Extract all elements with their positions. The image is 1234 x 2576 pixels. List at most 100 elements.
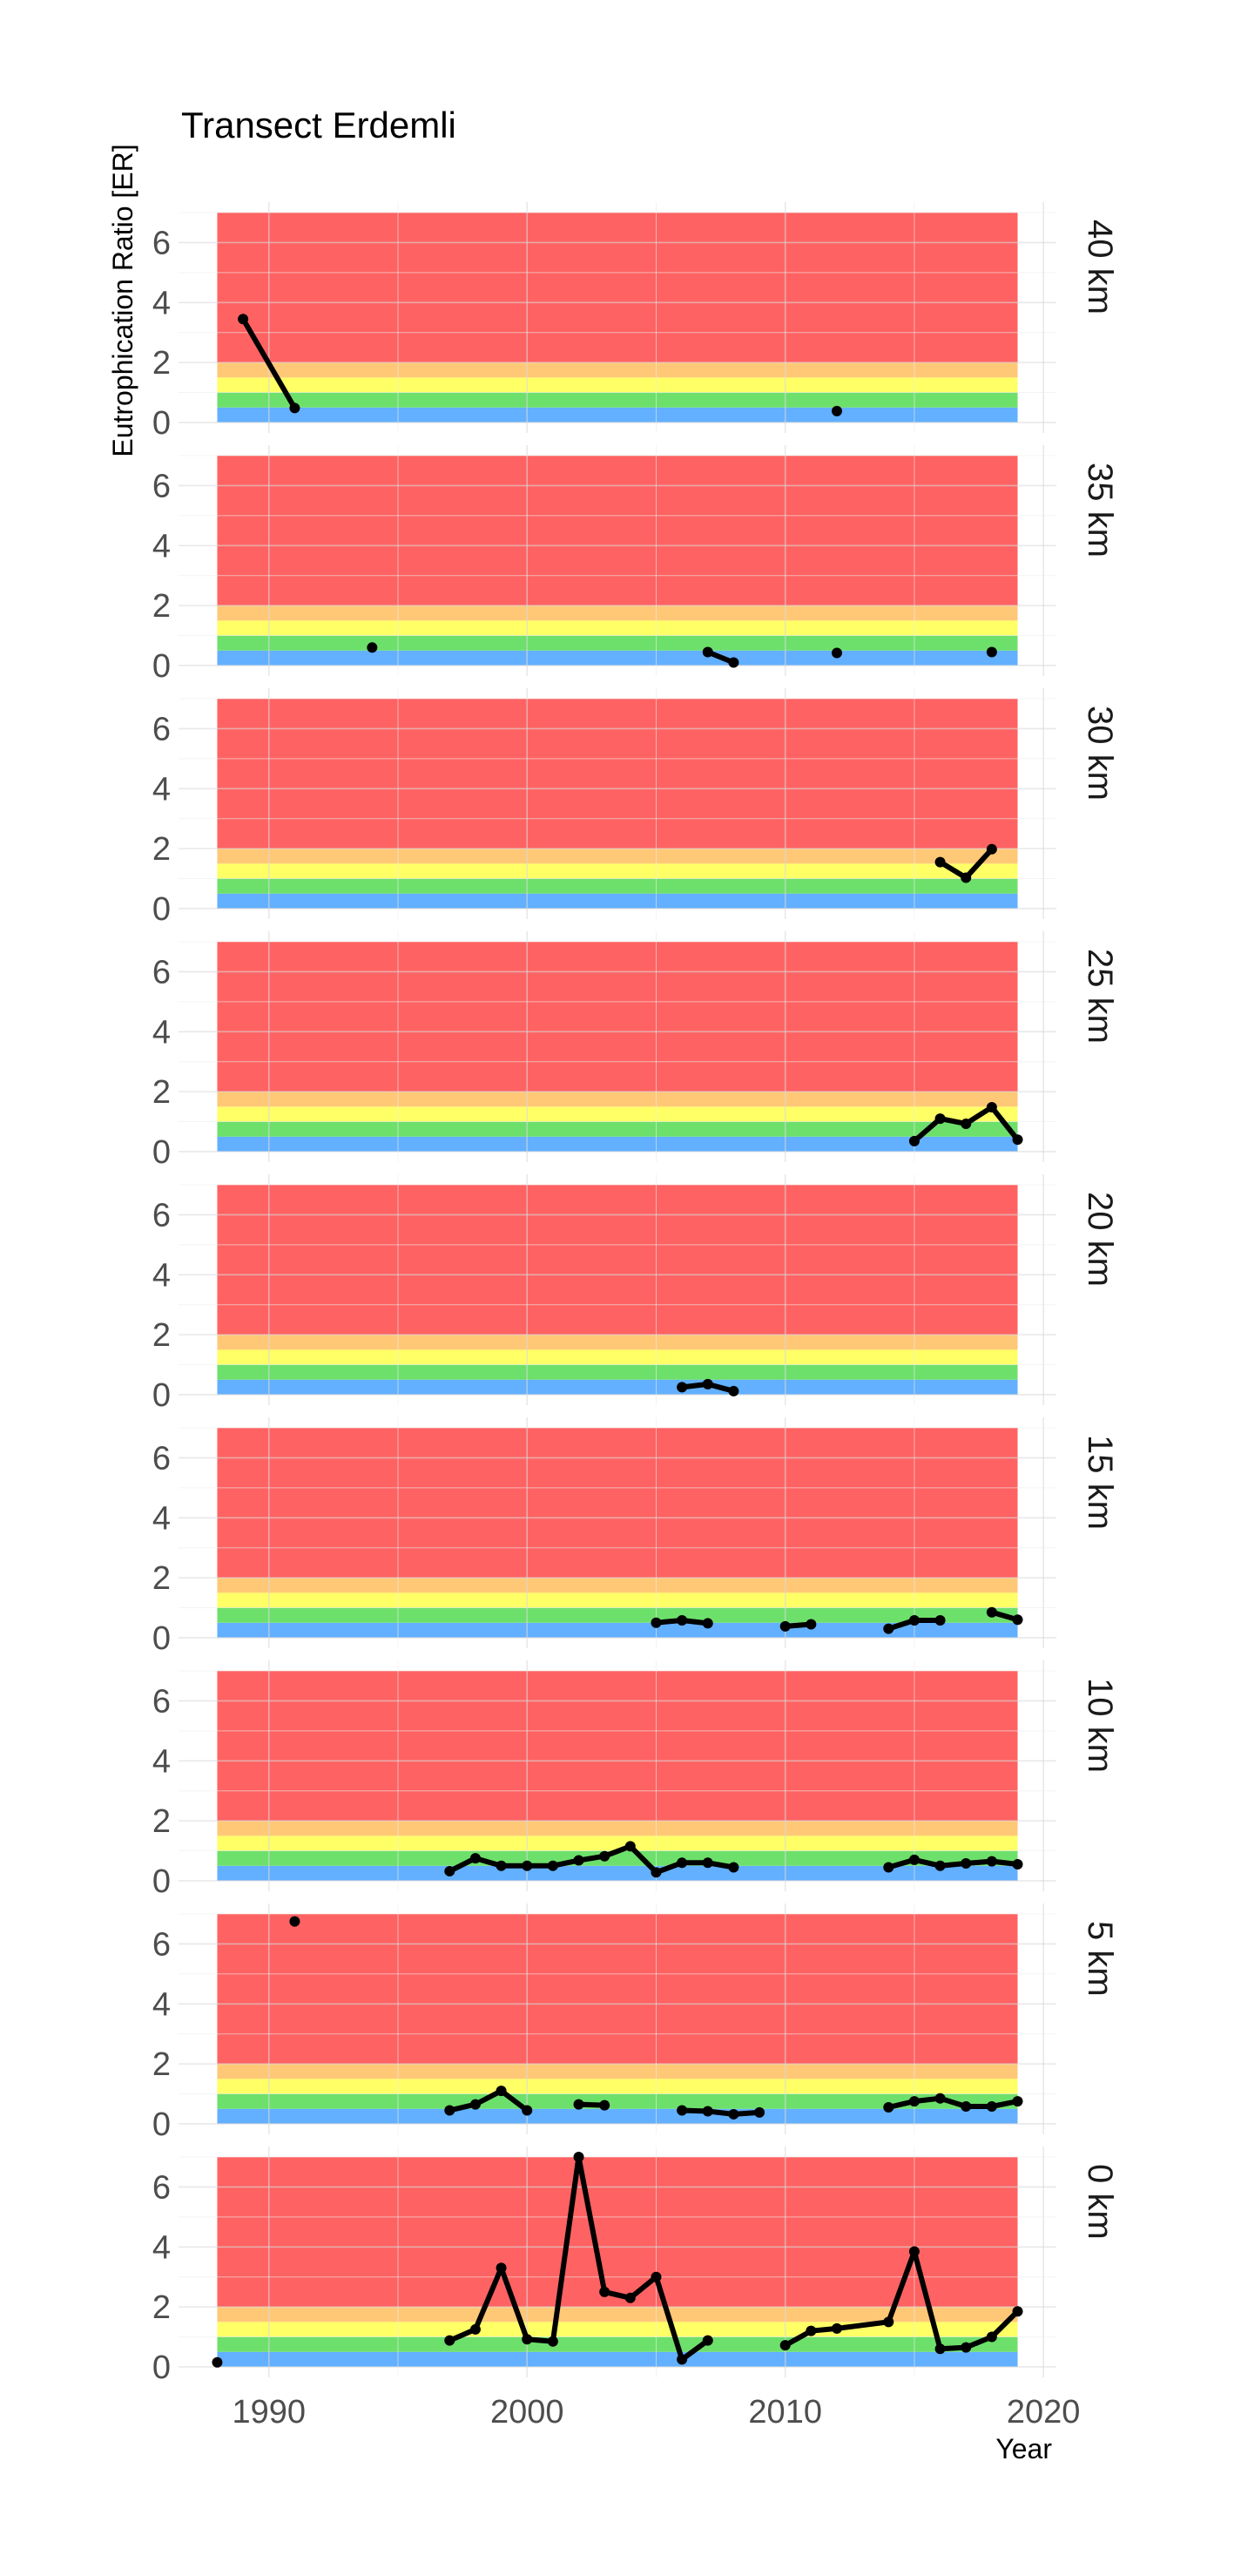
band-moderate xyxy=(217,377,1018,393)
band-poor xyxy=(217,1335,1018,1350)
chart-title: Transect Erdemli xyxy=(181,105,456,145)
grid xyxy=(179,1174,1056,1405)
band-moderate xyxy=(217,1106,1018,1122)
data-point xyxy=(961,1857,972,1869)
y-tick-label: 6 xyxy=(152,1197,171,1234)
y-tick-label: 4 xyxy=(152,1257,171,1294)
y-tick-label: 6 xyxy=(152,468,171,504)
y-tick-label: 6 xyxy=(152,954,171,991)
facet-label-0-km: 0 km xyxy=(1081,2164,1119,2240)
x-tick-label: 1990 xyxy=(232,2394,306,2431)
data-point xyxy=(444,2105,455,2116)
band-poor xyxy=(217,605,1018,621)
facet-label-15-km: 15 km xyxy=(1081,1435,1119,1530)
data-point xyxy=(573,1855,584,1866)
facet-label-40-km: 40 km xyxy=(1081,220,1119,314)
data-point xyxy=(806,2325,817,2336)
panel-35-km: 0 2 4 6 35 km xyxy=(152,445,1119,685)
data-point xyxy=(908,1135,920,1146)
series-line xyxy=(447,2088,530,2113)
y-tick-label: 0 xyxy=(152,1620,171,1657)
grid xyxy=(179,931,1056,1162)
y-tick-label: 2 xyxy=(152,1317,171,1354)
y-tick-label: 0 xyxy=(152,405,171,442)
y-tick-label: 2 xyxy=(152,588,171,625)
band-good xyxy=(217,2093,1018,2109)
data-point xyxy=(289,402,300,414)
data-point xyxy=(522,2105,533,2116)
data-point xyxy=(496,2262,507,2274)
data-point xyxy=(779,1620,791,1632)
grid xyxy=(179,1903,1056,2134)
band-bad xyxy=(217,1671,1018,1822)
data-point xyxy=(547,2336,558,2347)
data-point xyxy=(934,1113,946,1125)
data-point xyxy=(961,1118,972,1129)
data-point xyxy=(702,1618,713,1629)
data-point xyxy=(238,314,249,325)
y-tick-label: 4 xyxy=(152,285,171,321)
data-point xyxy=(677,1614,688,1626)
data-point xyxy=(908,2096,920,2107)
band-poor xyxy=(217,849,1018,864)
data-point xyxy=(677,1857,688,1869)
data-point xyxy=(986,1856,997,1867)
data-point xyxy=(986,646,997,658)
data-point xyxy=(547,1860,558,1871)
facet-label-25-km: 25 km xyxy=(1081,949,1119,1044)
band-bad xyxy=(217,942,1018,1092)
data-point xyxy=(986,1606,997,1618)
y-tick-label: 6 xyxy=(152,1926,171,1963)
band-good xyxy=(217,1121,1018,1137)
data-point xyxy=(728,1385,739,1396)
data-point xyxy=(599,2286,610,2297)
band-high xyxy=(217,1865,1018,1881)
band-poor xyxy=(217,1092,1018,1107)
panel-10-km: 0 2 4 6 10 km xyxy=(152,1660,1119,1900)
data-point xyxy=(961,2342,972,2353)
panel-25-km: 0 2 4 6 25 km xyxy=(152,931,1119,1171)
data-point xyxy=(728,2108,739,2120)
grid xyxy=(179,1417,1056,1648)
data-point xyxy=(624,2292,636,2303)
series-line xyxy=(679,2107,763,2117)
y-tick-label: 2 xyxy=(152,1074,171,1111)
data-point xyxy=(599,1850,610,1862)
band-bad xyxy=(217,213,1018,363)
band-bad xyxy=(217,1914,1018,2065)
y-tick-label: 0 xyxy=(152,2106,171,2143)
x-tick-label: 2020 xyxy=(1007,2394,1081,2431)
data-point xyxy=(677,2105,688,2116)
data-point xyxy=(832,647,842,659)
y-tick-label: 2 xyxy=(152,831,171,868)
facet-label-20-km: 20 km xyxy=(1081,1192,1119,1287)
y-tick-label: 4 xyxy=(152,1743,171,1780)
data-point xyxy=(677,1382,688,1393)
data-point xyxy=(934,2343,946,2355)
band-bad xyxy=(217,2157,1018,2308)
data-point xyxy=(573,2152,584,2163)
band-poor xyxy=(217,1821,1018,1836)
data-point xyxy=(1012,1134,1023,1146)
data-point xyxy=(702,2106,713,2117)
band-moderate xyxy=(217,1836,1018,1851)
data-point xyxy=(961,2100,972,2112)
band-good xyxy=(217,1850,1018,1866)
band-moderate xyxy=(217,2079,1018,2094)
band-high xyxy=(217,2108,1018,2124)
band-high xyxy=(217,1622,1018,1638)
grid xyxy=(179,202,1056,433)
grid xyxy=(179,445,1056,676)
data-point xyxy=(883,1862,894,1873)
y-tick-label: 6 xyxy=(152,1440,171,1477)
data-point xyxy=(1012,1859,1023,1870)
y-tick-label: 4 xyxy=(152,1500,171,1537)
band-poor xyxy=(217,2064,1018,2079)
data-point xyxy=(444,1865,455,1876)
band-good xyxy=(217,878,1018,894)
y-tick-label: 4 xyxy=(152,2229,171,2266)
data-point xyxy=(651,2271,662,2282)
data-point xyxy=(289,1916,300,1927)
panel-30-km: 0 2 4 6 30 km xyxy=(152,688,1119,928)
band-high xyxy=(217,893,1018,909)
